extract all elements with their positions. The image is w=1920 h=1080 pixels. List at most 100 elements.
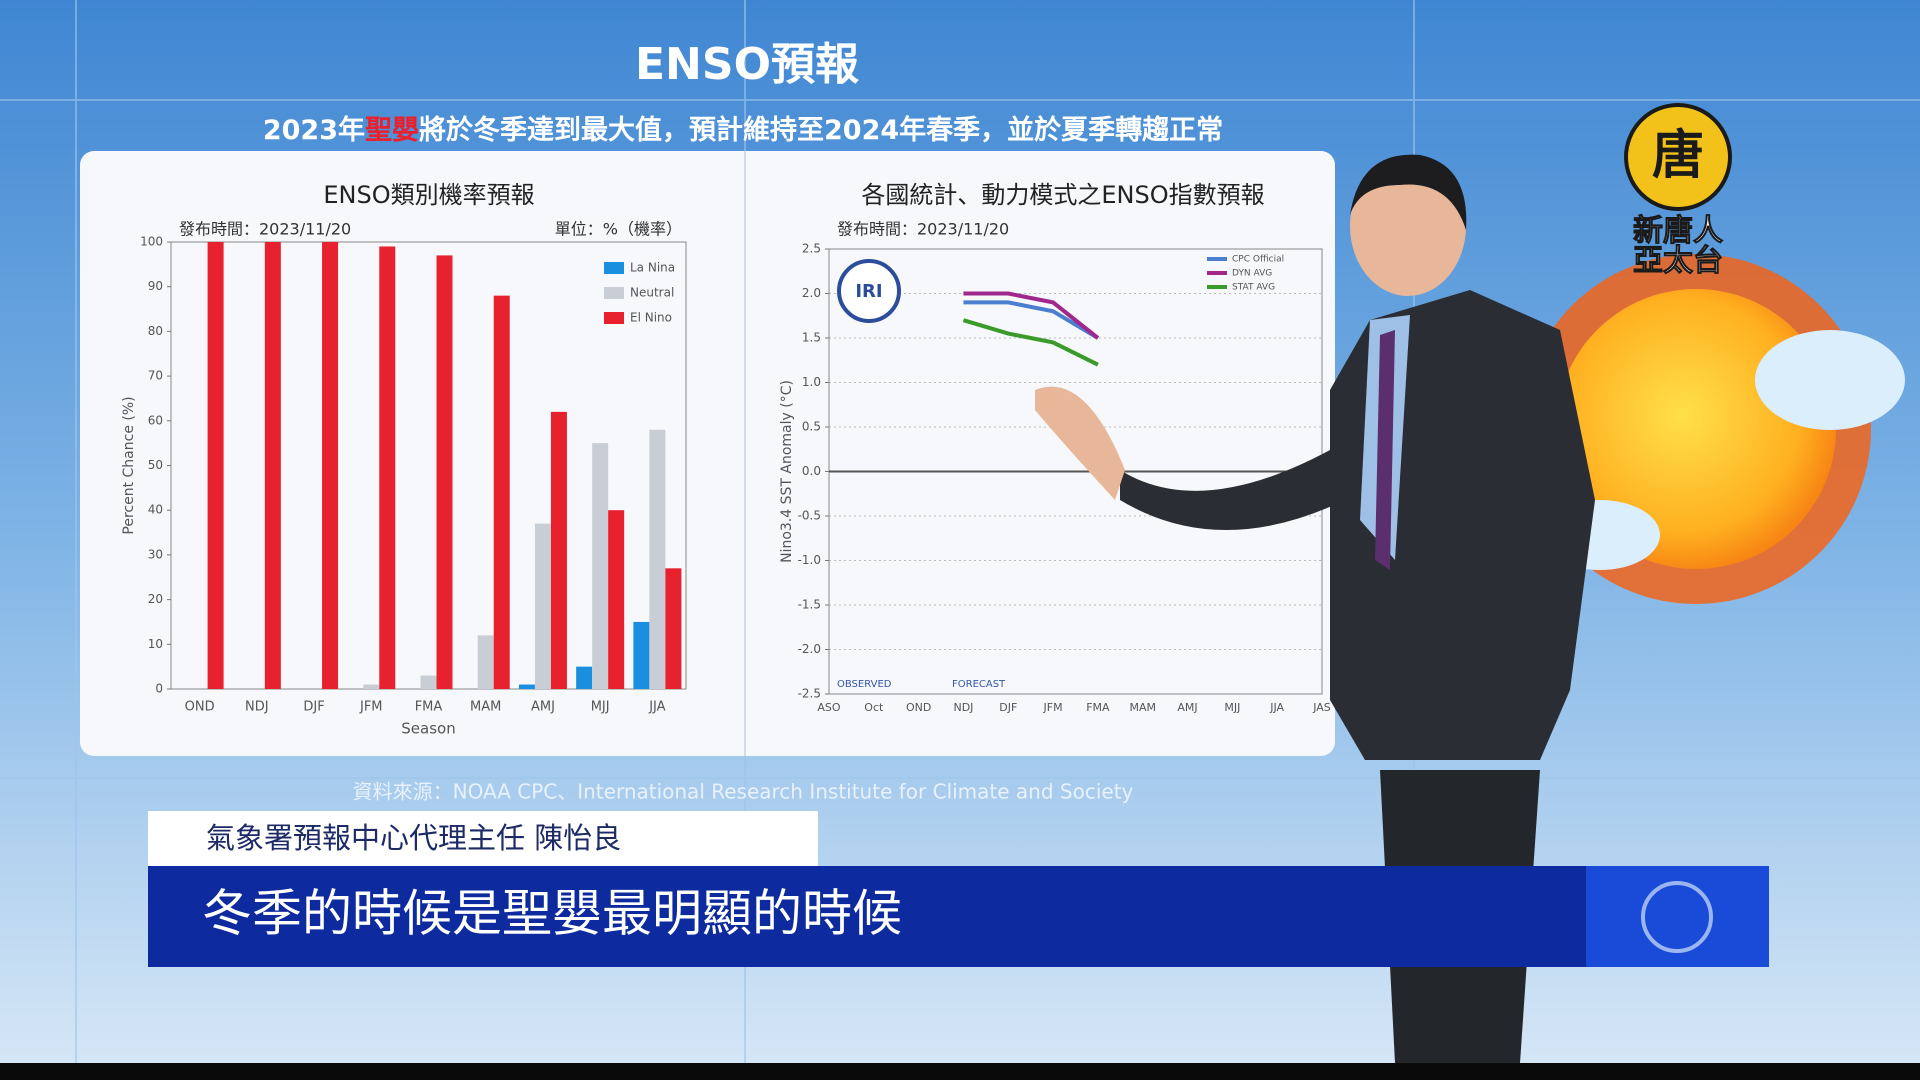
x-tick-label: Oct bbox=[864, 701, 884, 714]
source: 資料來源：NOAA CPC、International Research Ins… bbox=[353, 780, 1134, 804]
presenter bbox=[1035, 154, 1595, 1063]
bar bbox=[576, 666, 593, 689]
x-tick-label: MAM bbox=[1129, 701, 1156, 714]
y-tick-label: 20 bbox=[148, 592, 163, 606]
chart-unit: 單位：%（機率） bbox=[555, 220, 682, 239]
series-line bbox=[963, 300, 1099, 340]
bar bbox=[534, 523, 551, 689]
y-tick-label: 80 bbox=[148, 324, 163, 338]
channel-logo-mark: 唐 bbox=[1652, 126, 1704, 186]
y-tick-label: 2.0 bbox=[802, 286, 821, 300]
y-tick-label: 1.0 bbox=[802, 375, 821, 389]
bar bbox=[608, 510, 625, 689]
legend-label: El Nino bbox=[630, 311, 672, 325]
x-tick-label: JFM bbox=[1043, 701, 1063, 714]
bar bbox=[592, 443, 609, 689]
x-tick-label: ASO bbox=[817, 701, 841, 714]
legend-swatch bbox=[604, 312, 624, 324]
y-tick-label: -2.0 bbox=[798, 642, 821, 656]
y-tick-label: 0.5 bbox=[802, 420, 821, 434]
bar bbox=[665, 568, 682, 689]
bar bbox=[379, 246, 396, 689]
legend-label: STAT AVG bbox=[1232, 283, 1275, 293]
y-tick-label: 70 bbox=[148, 369, 163, 383]
speaker: 氣象署預報中心代理主任 陳怡良 bbox=[206, 821, 621, 855]
channel-logo bbox=[1624, 103, 1732, 211]
subtitle: 2023年聖嬰將於冬季達到最大值，預計維持至2024年春季，並於夏季轉趨正常 bbox=[263, 114, 1223, 146]
series-line bbox=[963, 291, 1100, 340]
bar bbox=[518, 684, 535, 689]
x-tick-label: JJA bbox=[1269, 701, 1284, 714]
y-tick-label: 90 bbox=[148, 279, 163, 293]
bar bbox=[633, 621, 650, 689]
caption-bar bbox=[148, 866, 1586, 967]
channel-name: 新唐人 bbox=[1633, 214, 1723, 249]
x-tick-label: OND bbox=[906, 701, 931, 714]
legend-swatch bbox=[604, 287, 624, 299]
bar bbox=[436, 255, 453, 689]
bar bbox=[264, 242, 281, 689]
bar bbox=[649, 429, 666, 689]
y-tick-label: 1.5 bbox=[802, 331, 821, 345]
annotation: OBSERVED bbox=[837, 679, 892, 690]
x-tick-label: MJJ bbox=[1224, 701, 1240, 714]
channel-region: 亞太台 bbox=[1633, 244, 1723, 279]
subtitle-highlight: 聖嬰 bbox=[365, 115, 419, 146]
bar bbox=[550, 411, 567, 689]
y-tick-label: 0.0 bbox=[802, 464, 821, 478]
bar bbox=[493, 295, 510, 689]
x-tick-label: AMJ bbox=[1177, 701, 1197, 714]
y-tick-label: 60 bbox=[148, 413, 163, 427]
y-tick-label: -0.5 bbox=[798, 509, 821, 523]
x-tick-label: MAM bbox=[470, 700, 501, 715]
main-title: ENSO預報 bbox=[635, 39, 859, 90]
x-tick-label: AMJ bbox=[531, 700, 555, 715]
chart-subtitle: 發布時間：2023/11/20 bbox=[179, 220, 351, 239]
x-tick-label: JFM bbox=[359, 700, 383, 715]
speaker-box bbox=[148, 811, 818, 867]
x-tick-label: NDJ bbox=[245, 700, 269, 715]
legend-label: DYN AVG bbox=[1232, 269, 1272, 279]
bar bbox=[207, 242, 224, 689]
chart-subtitle: 發布時間：2023/11/20 bbox=[837, 220, 1009, 239]
y-tick-label: -1.5 bbox=[798, 598, 821, 612]
series-line bbox=[962, 318, 1099, 367]
y-tick-label: 40 bbox=[148, 503, 163, 517]
y-tick-label: 30 bbox=[148, 547, 163, 561]
y-tick-label: -1.0 bbox=[798, 553, 821, 567]
subtitle-part: 2023年 bbox=[263, 114, 365, 146]
y-tick-label: 2.5 bbox=[802, 242, 821, 256]
y-tick-label: 10 bbox=[148, 637, 163, 651]
x-tick-label: FMA bbox=[415, 700, 443, 715]
y-tick-label: 0 bbox=[155, 682, 163, 696]
legend-label: Neutral bbox=[630, 286, 674, 300]
bar bbox=[420, 675, 437, 689]
x-tick-label: NDJ bbox=[953, 701, 973, 714]
logo: IRI bbox=[855, 281, 882, 302]
legend-label: CPC Official bbox=[1232, 255, 1284, 265]
x-tick-label: DJF bbox=[999, 701, 1017, 714]
bar bbox=[477, 635, 494, 689]
y-tick-label: 100 bbox=[140, 235, 163, 249]
x-tick-label: JJA bbox=[648, 700, 665, 715]
y-tick-label: 50 bbox=[148, 458, 163, 472]
x-axis-label: Season bbox=[401, 720, 455, 738]
legend-swatch bbox=[604, 262, 624, 274]
bottom-strip bbox=[0, 1063, 1920, 1080]
logo-ring bbox=[837, 259, 901, 323]
bar bbox=[363, 684, 380, 689]
legend-label: La Nina bbox=[630, 261, 675, 275]
caption-text: 冬季的時候是聖嬰最明顯的時候 bbox=[202, 885, 902, 943]
x-tick-label: MJJ bbox=[591, 700, 610, 715]
x-tick-label: OND bbox=[185, 700, 215, 715]
x-tick-label: DJF bbox=[303, 700, 324, 715]
chart-title: 各國統計、動力模式之ENSO指數預報 bbox=[861, 181, 1264, 209]
y-axis-label: Nino3.4 SST Anomaly (°C) bbox=[779, 380, 795, 563]
bar bbox=[322, 242, 339, 689]
subtitle-part: 將於冬季達到最大值，預計維持至2024年春季，並於夏季轉趨正常 bbox=[419, 114, 1223, 146]
caption-logo bbox=[1641, 881, 1713, 953]
x-tick-label: FMA bbox=[1086, 701, 1110, 714]
